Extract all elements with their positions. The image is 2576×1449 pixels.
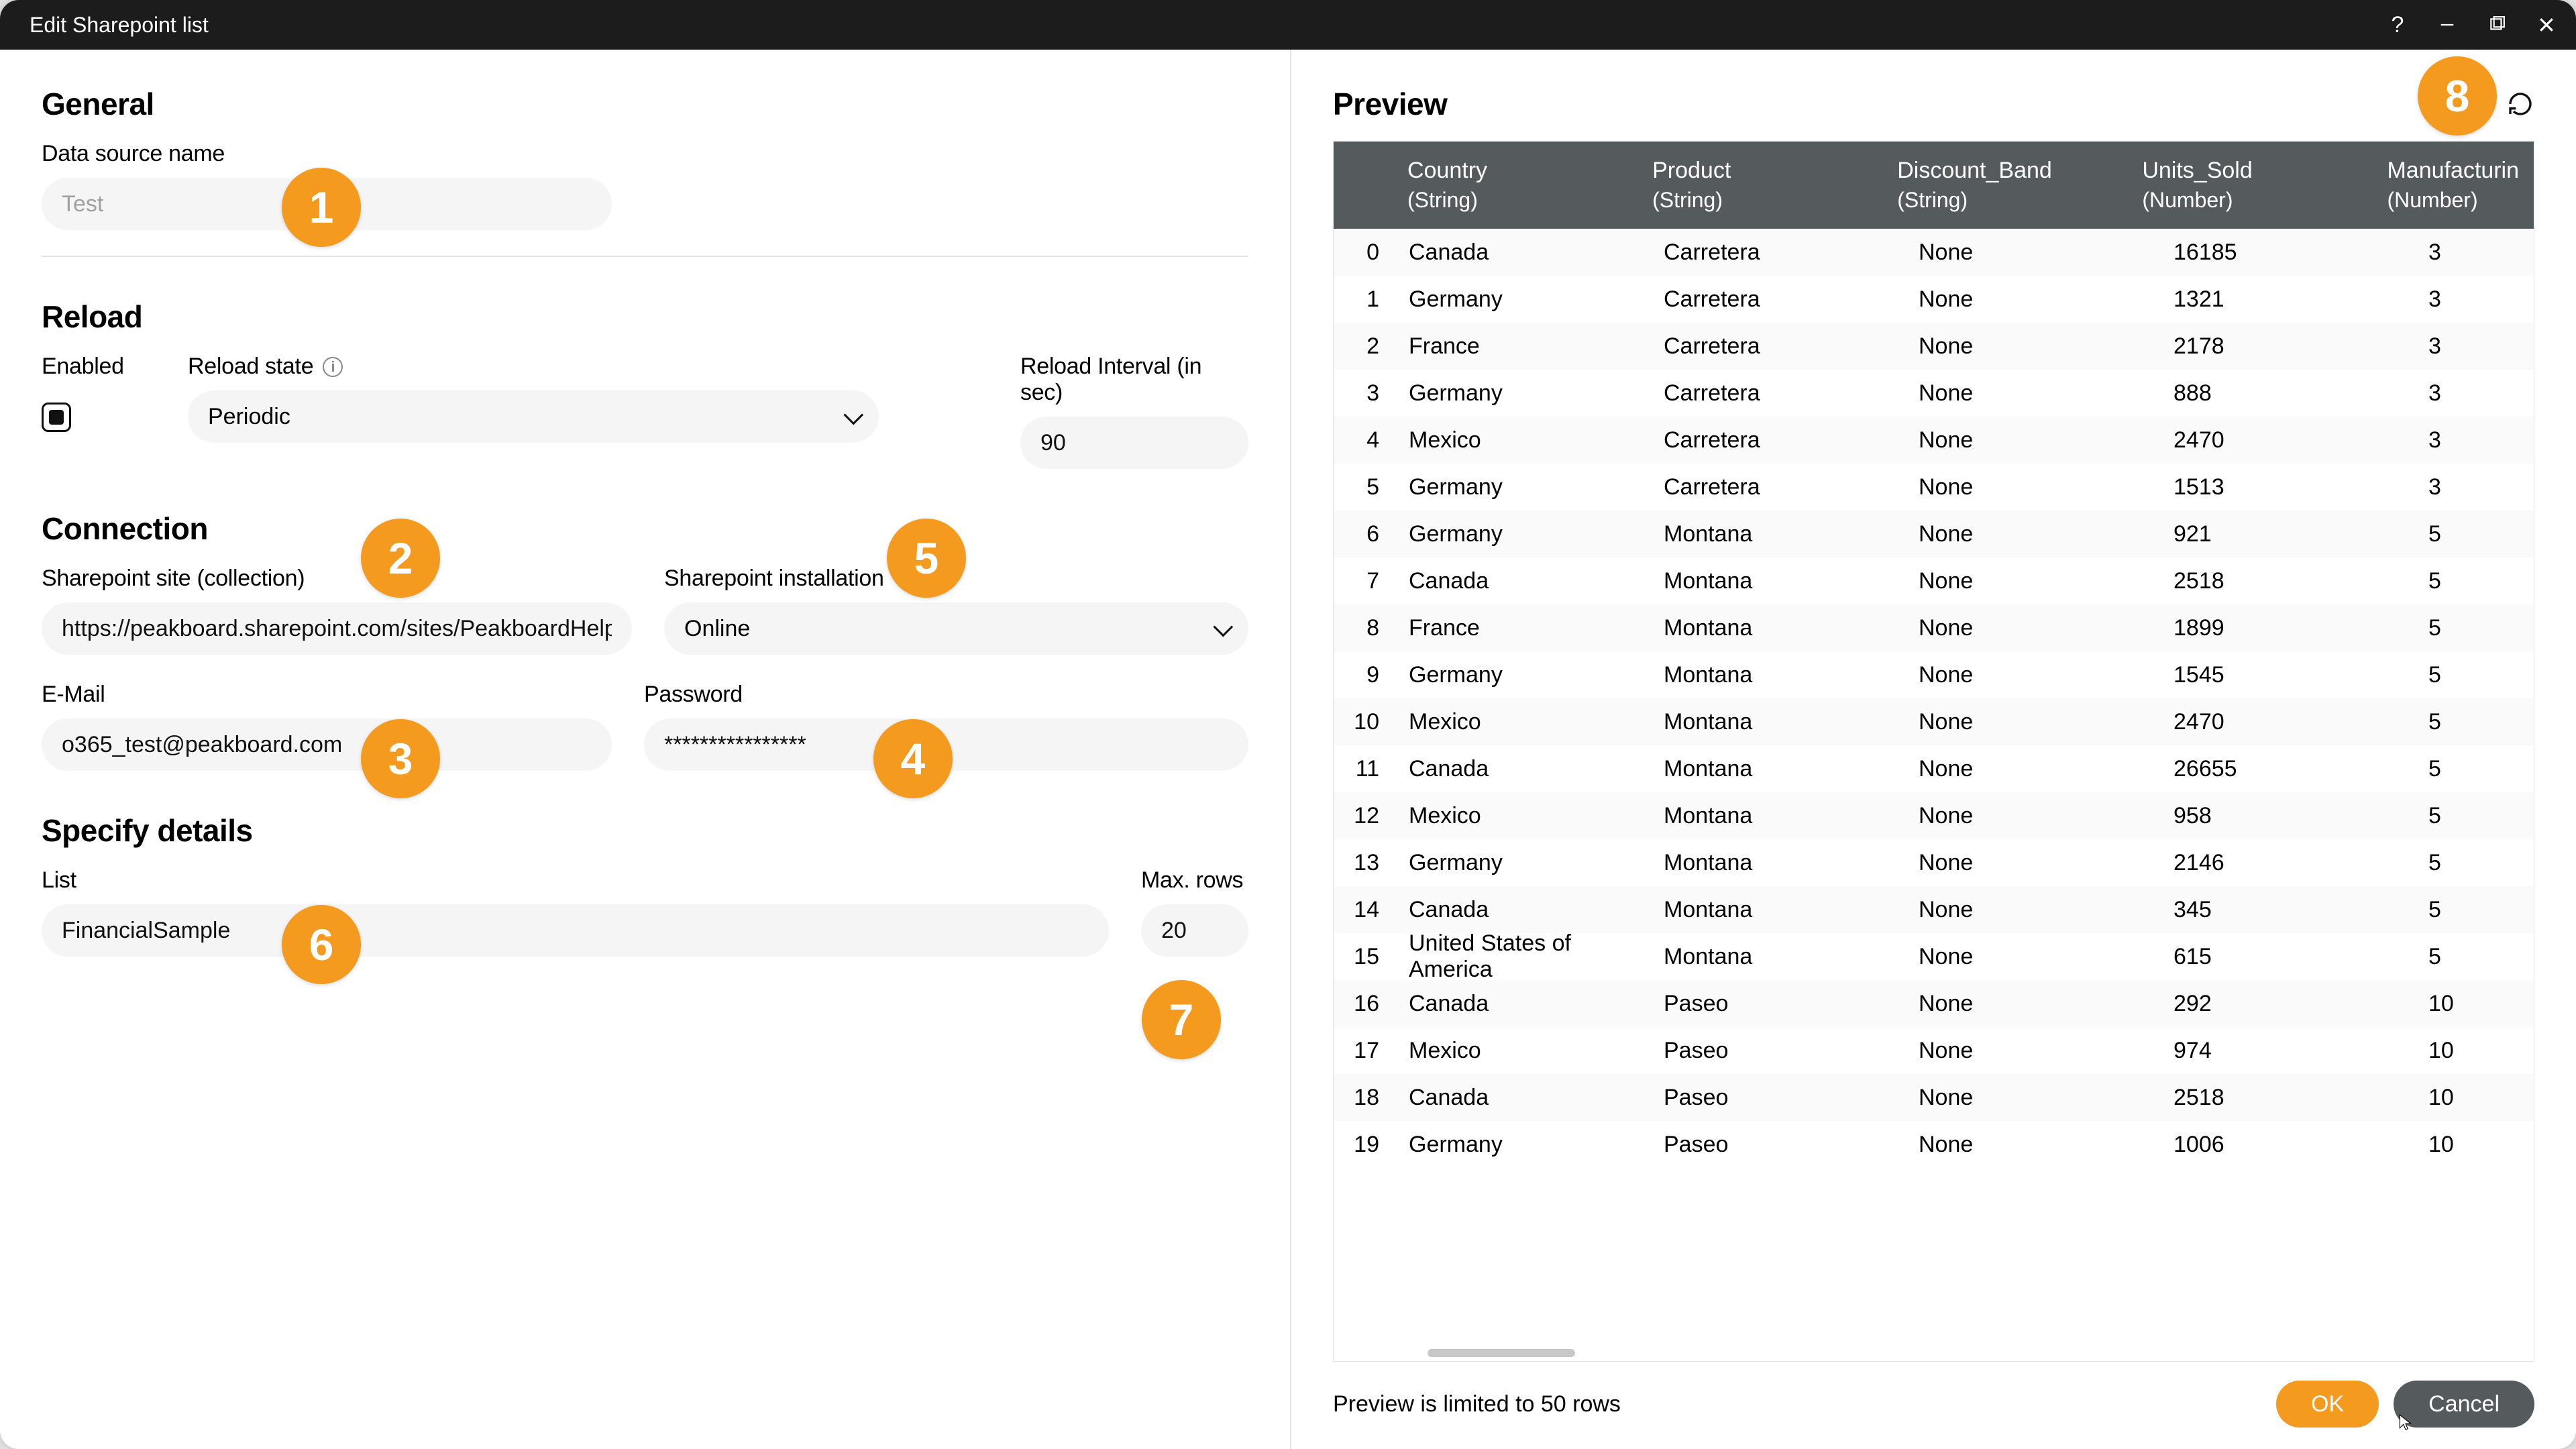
col-country: Country [1407, 158, 1623, 184]
section-reload: Reload [42, 299, 1248, 335]
ok-button[interactable]: OK [2276, 1381, 2379, 1428]
badge-2: 2 [361, 519, 440, 598]
col-units: Units_Sold [2142, 158, 2357, 184]
section-connection: Connection [42, 511, 1248, 547]
reload-interval-input[interactable] [1020, 417, 1248, 469]
max-rows-input[interactable] [1141, 904, 1248, 957]
info-icon[interactable]: i [323, 357, 343, 377]
table-row[interactable]: 16CanadaPaseoNone29210 [1334, 980, 2534, 1027]
badge-7: 7 [1142, 980, 1221, 1059]
preview-table: Country (String) Product (String) Discou… [1333, 141, 2534, 1362]
help-button[interactable]: ? [2387, 14, 2408, 36]
refresh-button[interactable] [2506, 90, 2534, 118]
table-row[interactable]: 13GermanyMontanaNone21465 [1334, 839, 2534, 886]
table-row[interactable]: 2FranceCarreteraNone21783 [1334, 323, 2534, 370]
maximize-button[interactable] [2486, 14, 2508, 36]
email-label: E-Mail [42, 682, 612, 708]
table-header: Country (String) Product (String) Discou… [1334, 142, 2534, 229]
install-select[interactable]: Online [664, 602, 1248, 655]
list-input[interactable] [42, 904, 1109, 957]
badge-8: 8 [2418, 56, 2497, 136]
table-row[interactable]: 9GermanyMontanaNone15455 [1334, 651, 2534, 698]
table-row[interactable]: 1GermanyCarreteraNone13213 [1334, 276, 2534, 323]
badge-4: 4 [873, 719, 953, 798]
enabled-checkbox[interactable] [42, 402, 71, 432]
section-preview: Preview [1333, 86, 1447, 122]
minimize-button[interactable] [2436, 14, 2458, 36]
table-row[interactable]: 6GermanyMontanaNone9215 [1334, 511, 2534, 557]
titlebar: Edit Sharepoint list ? [0, 0, 2576, 50]
table-row[interactable]: 15United States of AmericaMontanaNone615… [1334, 933, 2534, 980]
cancel-button[interactable]: Cancel [2394, 1381, 2534, 1428]
password-label: Password [644, 682, 1248, 708]
site-input[interactable] [42, 602, 632, 655]
table-row[interactable]: 12MexicoMontanaNone9585 [1334, 792, 2534, 839]
table-row[interactable]: 5GermanyCarreteraNone15133 [1334, 464, 2534, 511]
table-row[interactable]: 8FranceMontanaNone18995 [1334, 604, 2534, 651]
reload-state-label: Reload state i [188, 354, 988, 380]
table-row[interactable]: 7CanadaMontanaNone25185 [1334, 557, 2534, 604]
col-manufacturing: Manufacturin [2387, 158, 2519, 184]
col-product: Product [1652, 158, 1868, 184]
divider [42, 256, 1248, 257]
form-panel: General Data source name 1 Reload Enable… [0, 50, 1291, 1449]
section-general: General [42, 86, 1248, 122]
badge-5: 5 [887, 519, 966, 598]
preview-panel: Preview 8 Country (String) Product (Stri… [1291, 50, 2576, 1449]
table-row[interactable]: 11CanadaMontanaNone266555 [1334, 745, 2534, 792]
table-row[interactable]: 14CanadaMontanaNone3455 [1334, 886, 2534, 933]
chevron-down-icon [1214, 616, 1228, 642]
data-source-name-label: Data source name [42, 141, 1248, 167]
window-title: Edit Sharepoint list [30, 13, 209, 38]
table-row[interactable]: 19GermanyPaseoNone100610 [1334, 1121, 2534, 1168]
table-row[interactable]: 4MexicoCarreteraNone24703 [1334, 417, 2534, 464]
table-row[interactable]: 3GermanyCarreteraNone8883 [1334, 370, 2534, 417]
horizontal-scrollbar[interactable] [1428, 1349, 1575, 1357]
table-body[interactable]: 0CanadaCarreteraNone1618531GermanyCarret… [1334, 229, 2534, 1361]
table-row[interactable]: 17MexicoPaseoNone97410 [1334, 1027, 2534, 1074]
badge-3: 3 [361, 719, 440, 798]
table-row[interactable]: 18CanadaPaseoNone251810 [1334, 1074, 2534, 1121]
email-input[interactable] [42, 718, 612, 771]
section-details: Specify details [42, 812, 1248, 849]
reload-interval-label: Reload Interval (in sec) [1020, 354, 1248, 406]
list-label: List [42, 867, 1109, 894]
col-discount: Discount_Band [1897, 158, 2112, 184]
dialog-window: Edit Sharepoint list ? General Data sour… [0, 0, 2576, 1449]
reload-state-select[interactable]: Periodic [188, 390, 879, 443]
close-button[interactable] [2536, 14, 2557, 36]
preview-limit-note: Preview is limited to 50 rows [1333, 1391, 1621, 1417]
site-label: Sharepoint site (collection) [42, 566, 632, 592]
badge-1: 1 [282, 168, 361, 247]
table-row[interactable]: 10MexicoMontanaNone24705 [1334, 698, 2534, 745]
max-rows-label: Max. rows [1141, 867, 1248, 894]
badge-6: 6 [282, 905, 361, 984]
chevron-down-icon [845, 404, 859, 430]
table-row[interactable]: 0CanadaCarreteraNone161853 [1334, 229, 2534, 276]
enabled-label: Enabled [42, 354, 156, 380]
